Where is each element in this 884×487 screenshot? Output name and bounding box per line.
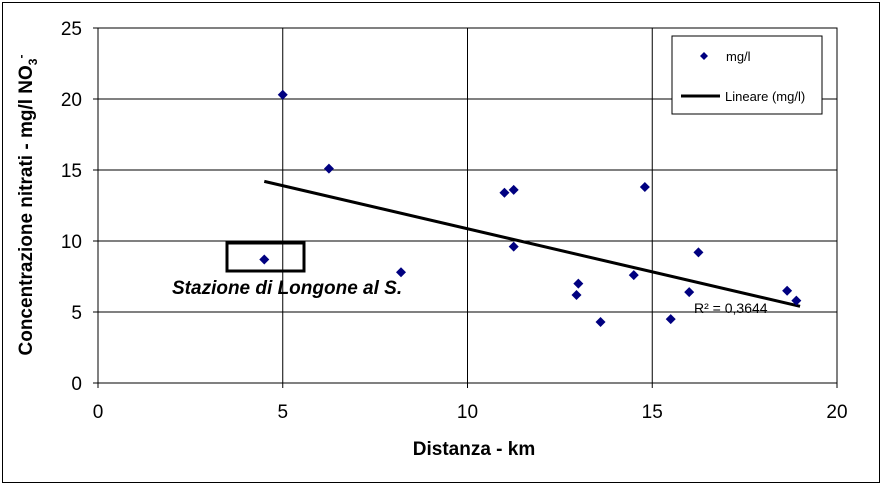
legend-trend-label: Lineare (mg/l) [725,89,805,104]
y-axis-title-main: Concentrazione nitrati - mg/l NO [16,65,37,355]
x-axis-title: Distanza - km [413,439,535,460]
data-point [791,295,802,306]
x-tick-label: 20 [826,402,847,423]
data-point [628,270,639,281]
data-point [639,182,650,193]
grid [98,28,837,383]
data-point [665,314,676,325]
data-point [508,184,519,195]
legend: mg/l Lineare (mg/l) [671,35,823,115]
y-tick-label: 10 [61,232,82,253]
data-point [573,278,584,289]
data-point [499,187,510,198]
y-tick-label: 20 [61,90,82,111]
data-point [684,287,695,298]
y-tick-label: 5 [71,303,82,324]
y-tick-label: 25 [61,19,82,40]
data-point [782,285,793,296]
x-tick-label: 0 [93,402,104,423]
x-tick-label: 10 [457,402,478,423]
data-point [395,267,406,278]
data-point [323,163,334,174]
x-axis-ticks: 0 5 10 15 20 [93,383,848,423]
legend-series-label: mg/l [726,49,751,64]
data-point [571,289,582,300]
data-point [595,316,606,327]
x-tick-label: 15 [642,402,663,423]
data-point [508,241,519,252]
station-highlight-box [225,241,306,273]
data-point [259,254,270,265]
y-axis-title: Concentrazione nitrati - mg/l NO3- [14,55,40,356]
y-axis-title-subscript: 3 [26,58,40,65]
data-point [277,89,288,100]
y-axis-title-superscript: - [14,55,28,59]
legend-diamond-marker [700,52,708,60]
r-squared-label: R² = 0,3644 [694,300,768,316]
y-tick-label: 0 [71,374,82,395]
data-point [693,247,704,258]
y-tick-label: 15 [61,161,82,182]
trendline [263,179,801,308]
x-tick-label: 5 [277,402,288,423]
data-points [259,89,802,327]
station-label: Stazione di Longone al S. [172,278,402,299]
y-axis-ticks: 0 5 10 15 20 25 [61,19,98,395]
